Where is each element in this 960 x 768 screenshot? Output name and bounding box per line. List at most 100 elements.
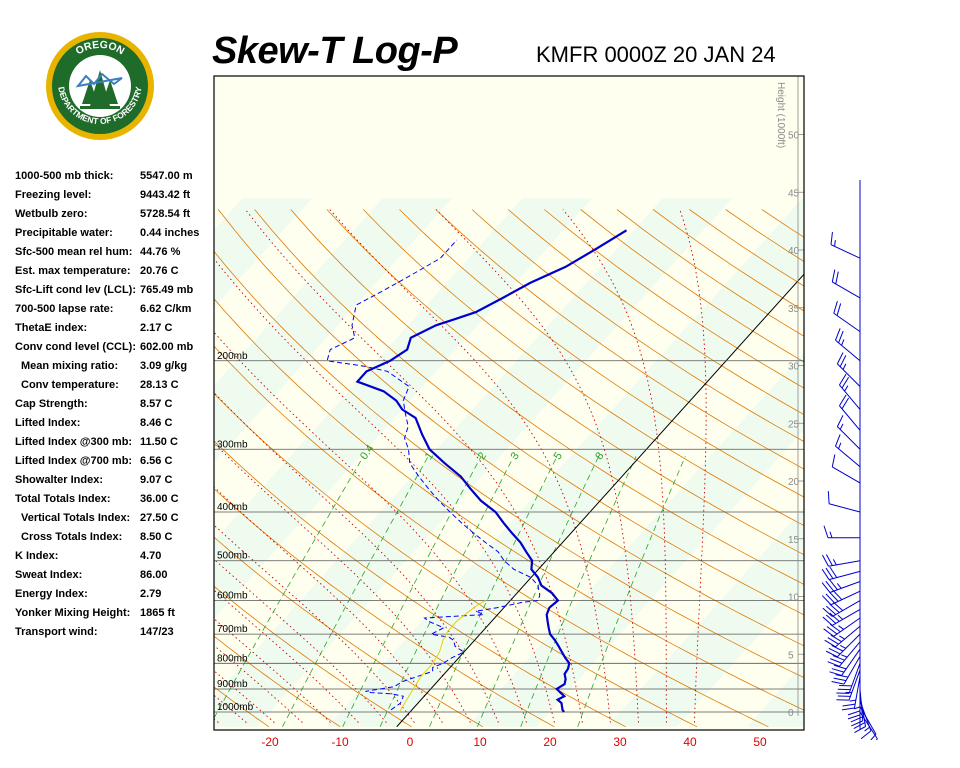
plot-area: 0.4 1 2 3 5 8200mb300mb400mb500mb600mb700mb80… — [0, 198, 804, 728]
skew-t-diagram: 0.4 1 2 3 5 8200mb300mb400mb500mb600mb700mb80… — [0, 75, 805, 749]
wind-barb-feather — [831, 681, 845, 685]
wind-barb-staff — [830, 244, 861, 259]
mixing-ratio-line — [477, 456, 599, 727]
mixing-ratio-line — [429, 456, 558, 727]
stat-row: ThetaE index: 2.17 C — [15, 320, 215, 339]
stat-label: Energy Index: — [15, 588, 88, 600]
wind-barb — [821, 590, 861, 606]
wind-barb-feather — [841, 397, 850, 410]
dry-adiabat-line — [214, 635, 341, 728]
height-tick-label: 35 — [788, 304, 800, 315]
mixing-ratio-label: 5 — [552, 450, 565, 462]
wind-barb-staff — [835, 445, 861, 468]
wind-barb-feather — [825, 580, 835, 592]
wind-barb-staff — [839, 405, 861, 431]
wind-barb-feather — [842, 703, 856, 707]
wind-barb-feather — [839, 373, 847, 386]
stat-row: Sfc-Lift cond lev (LCL): 765.49 mb — [15, 282, 215, 301]
wind-barb-feather — [824, 639, 836, 648]
isotherm-band — [0, 198, 32, 726]
wind-barb-feather — [835, 674, 849, 678]
wind-barb-half-feather — [864, 726, 870, 732]
isotherm-band — [256, 198, 803, 727]
stat-row: Sweat Index: 86.00 — [15, 567, 215, 586]
moist-adiabat-line — [214, 694, 247, 723]
wind-barb-feather — [825, 650, 838, 658]
dry-adiabat-line — [435, 209, 804, 470]
stat-row: Showalter Index: 9.07 C — [15, 472, 215, 491]
stat-value: 8.46 C — [140, 417, 173, 429]
oregon-forestry-logo: OREGON DEPARTMENT OF FORESTRY — [46, 32, 154, 140]
stat-row: Cap Strength: 8.57 C — [15, 396, 215, 415]
logo-top-text: OREGON — [74, 39, 127, 58]
height-axis-label: Height (1000ft) — [775, 82, 786, 148]
wind-barb-half-feather — [842, 363, 847, 370]
stat-value: 3.09 g/kg — [140, 360, 188, 372]
pressure-label: 1000mb — [217, 702, 254, 713]
wind-barb — [836, 415, 861, 450]
stat-value: 1865 ft — [140, 607, 175, 619]
mixing-ratio-label: 1 — [423, 450, 436, 462]
wind-barb — [822, 600, 861, 617]
wind-barb — [823, 617, 861, 637]
wind-barb-feather — [829, 603, 840, 613]
height-tick-label: 20 — [788, 477, 800, 488]
isotherm-band — [214, 198, 313, 308]
stat-row: Sfc-500 mean rel hum: 44.76 % — [15, 244, 215, 263]
wind-barb-feather — [847, 710, 861, 716]
moist-adiabat-line — [679, 209, 707, 723]
stat-row: Lifted Index @300 mb: 11.50 C — [15, 434, 215, 453]
wind-barb — [847, 682, 861, 720]
stat-label: Sfc-500 mean rel hum: — [15, 246, 133, 258]
isotherm-band — [536, 429, 804, 727]
wind-barb-feather — [833, 677, 847, 682]
wind-barb-staff — [835, 339, 861, 362]
moist-adiabat-line — [562, 209, 667, 723]
stat-value: 602.00 mb — [140, 341, 194, 353]
mixing-ratio-line — [577, 456, 686, 727]
wind-barb-feather — [854, 726, 866, 733]
stat-label: Conv temperature: — [21, 379, 119, 391]
wind-barb-feather — [835, 434, 841, 447]
stat-label: Precipitable water: — [15, 227, 113, 239]
stat-value: 86.00 — [140, 569, 168, 581]
stat-value: 8.57 C — [140, 398, 173, 410]
wind-barb-feather — [830, 232, 833, 245]
wind-barb-feather — [822, 616, 833, 626]
wind-barb-feather — [821, 595, 832, 606]
wind-barb-staff — [841, 648, 861, 676]
wind-barb-feather — [850, 720, 863, 727]
isotherm-band — [0, 198, 172, 726]
isotherm-band — [214, 198, 593, 619]
stat-row: Vertical Totals Index: 27.50 C — [15, 510, 215, 529]
stat-value: 6.56 C — [140, 455, 173, 467]
wind-barb-half-feather — [841, 654, 848, 658]
wind-barb-feather — [825, 593, 835, 604]
stat-value: 765.49 mb — [140, 284, 194, 296]
mixing-ratio-label: 2 — [476, 450, 489, 462]
wind-barb-feather — [825, 614, 837, 624]
wind-barb-feather — [825, 567, 834, 579]
wind-barb-half-feather — [829, 531, 833, 538]
wind-barb-half-feather — [841, 339, 845, 346]
wind-barb-feather — [823, 525, 829, 538]
isotherm-band — [214, 198, 523, 541]
wind-barb-feather — [841, 376, 850, 389]
tree-icon — [75, 70, 123, 109]
dry-adiabat-line — [214, 686, 270, 728]
stat-label: 1000-500 mb thick: — [15, 170, 114, 182]
dry-adiabat-line — [214, 345, 769, 728]
wind-barb-feather — [853, 722, 866, 730]
isotherm-band — [606, 507, 804, 727]
wind-barb — [825, 633, 861, 658]
stat-label: Wetbulb zero: — [15, 208, 88, 220]
height-tick-label: 25 — [788, 419, 800, 430]
wind-barb-feather — [829, 566, 838, 578]
stat-value: 9443.42 ft — [140, 189, 191, 201]
stat-label: Lifted Index @700 mb: — [15, 455, 133, 467]
stat-value: 4.70 — [140, 550, 162, 562]
height-tick-label: 40 — [788, 246, 800, 257]
stat-row: K Index: 4.70 — [15, 548, 215, 567]
wind-barb — [836, 352, 861, 387]
